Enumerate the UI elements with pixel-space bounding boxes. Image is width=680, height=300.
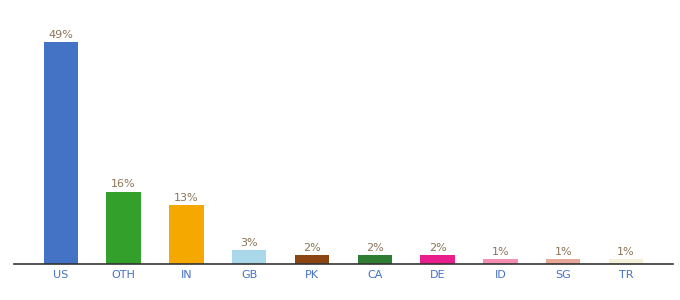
Text: 13%: 13% bbox=[174, 193, 199, 203]
Bar bbox=[358, 255, 392, 264]
Text: 2%: 2% bbox=[428, 243, 447, 253]
Text: 1%: 1% bbox=[617, 247, 634, 257]
Bar bbox=[294, 255, 329, 264]
Text: 1%: 1% bbox=[554, 247, 572, 257]
Bar bbox=[546, 260, 581, 264]
Bar bbox=[44, 42, 78, 264]
Bar bbox=[483, 260, 517, 264]
Text: 3%: 3% bbox=[241, 238, 258, 248]
Bar bbox=[420, 255, 455, 264]
Bar bbox=[169, 205, 204, 264]
Text: 1%: 1% bbox=[492, 247, 509, 257]
Text: 49%: 49% bbox=[48, 30, 73, 40]
Text: 2%: 2% bbox=[366, 243, 384, 253]
Bar bbox=[609, 260, 643, 264]
Bar bbox=[106, 192, 141, 264]
Text: 16%: 16% bbox=[112, 179, 136, 189]
Text: 2%: 2% bbox=[303, 243, 321, 253]
Bar bbox=[232, 250, 267, 264]
